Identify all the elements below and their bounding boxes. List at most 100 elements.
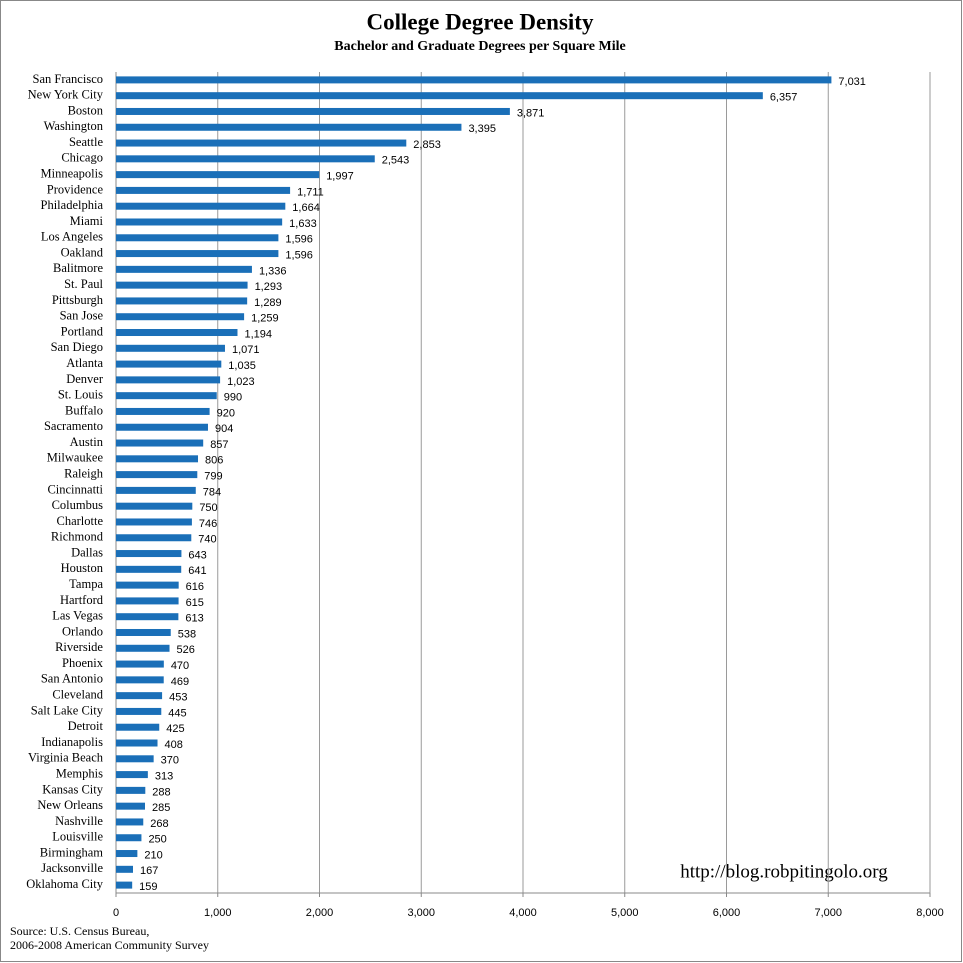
bar <box>116 360 222 368</box>
y-tick-label: Washington <box>44 119 104 133</box>
y-tick-label: Seattle <box>69 135 103 149</box>
data-label: 285 <box>152 802 170 814</box>
data-label: 1,293 <box>255 281 283 293</box>
y-tick-label: Jacksonville <box>41 861 103 875</box>
bar <box>116 376 221 384</box>
x-tick-label: 2,000 <box>306 907 334 919</box>
bar <box>116 771 148 779</box>
bar <box>116 218 283 226</box>
data-label: 538 <box>178 628 196 640</box>
bar <box>116 628 171 636</box>
data-label: 268 <box>150 818 168 830</box>
source-note: Source: U.S. Census Bureau, <box>10 924 149 938</box>
bar <box>116 739 158 747</box>
bar <box>116 234 279 242</box>
data-label: 2,543 <box>382 155 410 167</box>
x-tick-label: 7,000 <box>814 907 842 919</box>
x-tick-label: 8,000 <box>916 907 944 919</box>
y-tick-label: Los Angeles <box>41 230 103 244</box>
bar <box>116 834 142 842</box>
data-label: 408 <box>165 739 183 751</box>
bar <box>116 723 160 731</box>
data-label: 2,853 <box>413 139 441 151</box>
data-label: 3,395 <box>468 123 496 135</box>
y-tick-label: Houston <box>61 561 104 575</box>
y-tick-label: San Jose <box>60 309 104 323</box>
bar <box>116 139 407 147</box>
y-tick-label: San Diego <box>51 340 103 354</box>
data-label: 288 <box>152 786 170 798</box>
data-label: 806 <box>205 455 223 467</box>
y-tick-label: Memphis <box>56 766 103 780</box>
y-tick-label: Miami <box>70 214 104 228</box>
bar <box>116 502 193 510</box>
data-label: 746 <box>199 518 217 530</box>
bar <box>116 707 162 715</box>
y-tick-label: Minneapolis <box>41 167 104 181</box>
bar <box>116 597 179 605</box>
bar <box>116 92 763 100</box>
y-tick-label: Providence <box>47 182 104 196</box>
x-tick-label: 3,000 <box>407 907 435 919</box>
y-tick-label: New York City <box>28 88 104 102</box>
bar <box>116 202 286 210</box>
data-label: 1,194 <box>244 328 272 340</box>
bar <box>116 755 154 763</box>
bar <box>116 818 144 826</box>
data-label: 526 <box>177 644 195 656</box>
data-label: 1,336 <box>259 265 287 277</box>
bar <box>116 250 279 258</box>
y-tick-label: Oakland <box>61 245 104 259</box>
y-tick-label: Milwaukee <box>47 451 104 465</box>
data-label: 857 <box>210 439 228 451</box>
data-label: 990 <box>224 392 242 404</box>
bar <box>116 392 217 400</box>
bar <box>116 581 179 589</box>
bar <box>116 344 225 352</box>
data-label: 643 <box>188 549 206 561</box>
bar <box>116 281 248 289</box>
y-tick-label: Austin <box>70 435 104 449</box>
data-label: 1,071 <box>232 344 260 356</box>
data-label: 159 <box>139 881 157 893</box>
y-tick-label: Las Vegas <box>52 609 103 623</box>
data-label: 1,035 <box>228 360 256 372</box>
data-label: 1,023 <box>227 376 255 388</box>
y-tick-label: Richmond <box>51 530 104 544</box>
y-tick-label: Dallas <box>71 545 103 559</box>
y-tick-label: Columbus <box>52 498 104 512</box>
data-label: 469 <box>171 676 189 688</box>
bar <box>116 881 133 889</box>
bar <box>116 486 196 494</box>
data-label: 425 <box>166 723 184 735</box>
data-label: 904 <box>215 423 233 435</box>
data-label: 740 <box>198 534 216 546</box>
y-tick-label: Balitmore <box>53 261 103 275</box>
data-label: 1,289 <box>254 297 282 309</box>
data-label: 370 <box>161 755 179 767</box>
data-label: 1,711 <box>297 186 324 198</box>
source-note: 2006-2008 American Community Survey <box>10 938 209 952</box>
bar <box>116 802 145 810</box>
y-tick-label: Cincinnatti <box>47 482 103 496</box>
data-label: 1,259 <box>251 313 279 325</box>
bar <box>116 865 133 873</box>
y-tick-label: Detroit <box>68 719 104 733</box>
x-tick-label: 6,000 <box>713 907 741 919</box>
y-tick-label: Orlando <box>62 624 103 638</box>
bar <box>116 455 199 463</box>
y-tick-label: Louisville <box>52 830 103 844</box>
data-label: 750 <box>199 502 217 514</box>
y-tick-label: Riverside <box>55 640 103 654</box>
bar <box>116 423 208 431</box>
data-label: 1,596 <box>285 249 313 261</box>
data-label: 1,664 <box>292 202 320 214</box>
y-tick-label: Chicago <box>61 151 103 165</box>
bar <box>116 313 245 321</box>
y-tick-label: Portland <box>61 324 104 338</box>
data-label: 799 <box>204 471 222 483</box>
bar <box>116 297 248 305</box>
y-tick-label: Buffalo <box>65 403 103 417</box>
y-tick-label: Oklahoma City <box>26 877 103 891</box>
